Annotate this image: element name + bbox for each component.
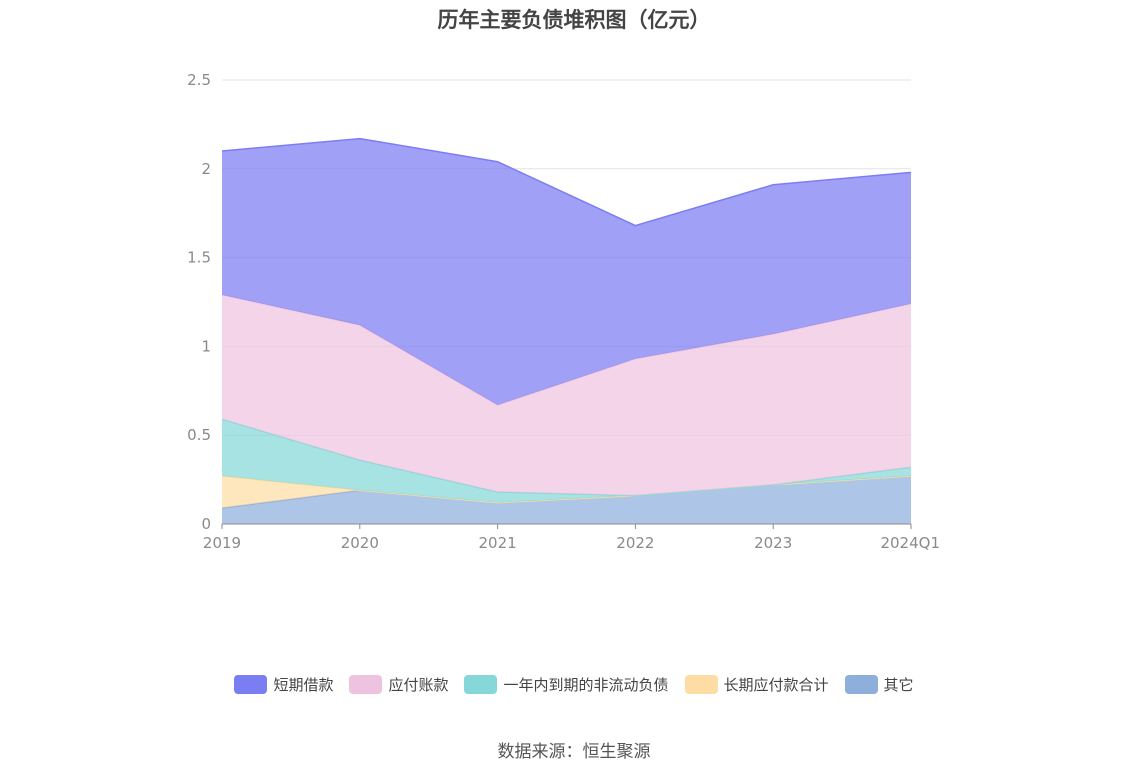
area-series-2 <box>222 419 911 503</box>
legend-label: 一年内到期的非流动负债 <box>503 675 669 694</box>
legend-label: 长期应付款合计 <box>723 675 829 694</box>
x-tick-label: 2023 <box>754 534 792 552</box>
axes: 0 0.5 1 1.5 2 2.5 2019 2020 2021 2022 2023 2024Q1 <box>187 71 940 552</box>
legend-swatch <box>234 674 268 694</box>
area-line-series-4 <box>221 137 912 227</box>
x-tick-label: 2021 <box>479 534 517 552</box>
legend: 短期借款 应付账款 一年内到期的非流动负债 长期应付款合计 其它 <box>0 672 1148 696</box>
y-tick-label: 1 <box>201 337 211 355</box>
area-series-4 <box>222 138 911 405</box>
x-tick-label: 2019 <box>203 534 241 552</box>
legend-item[interactable]: 短期借款 <box>234 674 333 695</box>
stacked-areas <box>221 137 912 524</box>
legend-item[interactable]: 其它 <box>844 674 914 695</box>
y-tick-label: 2.5 <box>187 71 211 89</box>
legend-label: 短期借款 <box>273 675 334 694</box>
legend-swatch <box>684 674 718 694</box>
x-tick-label: 2020 <box>341 534 379 552</box>
y-tick-label: 0 <box>201 515 211 533</box>
legend-label: 应付账款 <box>388 675 449 694</box>
legend-swatch <box>349 674 383 694</box>
legend-item[interactable]: 一年内到期的非流动负债 <box>464 674 669 695</box>
x-tick-label: 2022 <box>616 534 654 552</box>
chart-title: 历年主要负债堆积图（亿元） <box>437 8 711 32</box>
legend-swatch <box>464 674 498 694</box>
legend-swatch <box>844 674 878 694</box>
y-tick-label: 1.5 <box>187 249 211 267</box>
legend-item[interactable]: 长期应付款合计 <box>684 674 829 695</box>
legend-item[interactable]: 应付账款 <box>349 674 448 695</box>
x-tick-label: 2024Q1 <box>880 534 940 552</box>
y-tick-label: 0.5 <box>187 426 211 444</box>
legend-label: 其它 <box>883 675 914 694</box>
data-source: 数据来源：恒生聚源 <box>497 742 651 762</box>
y-tick-label: 2 <box>201 160 211 178</box>
